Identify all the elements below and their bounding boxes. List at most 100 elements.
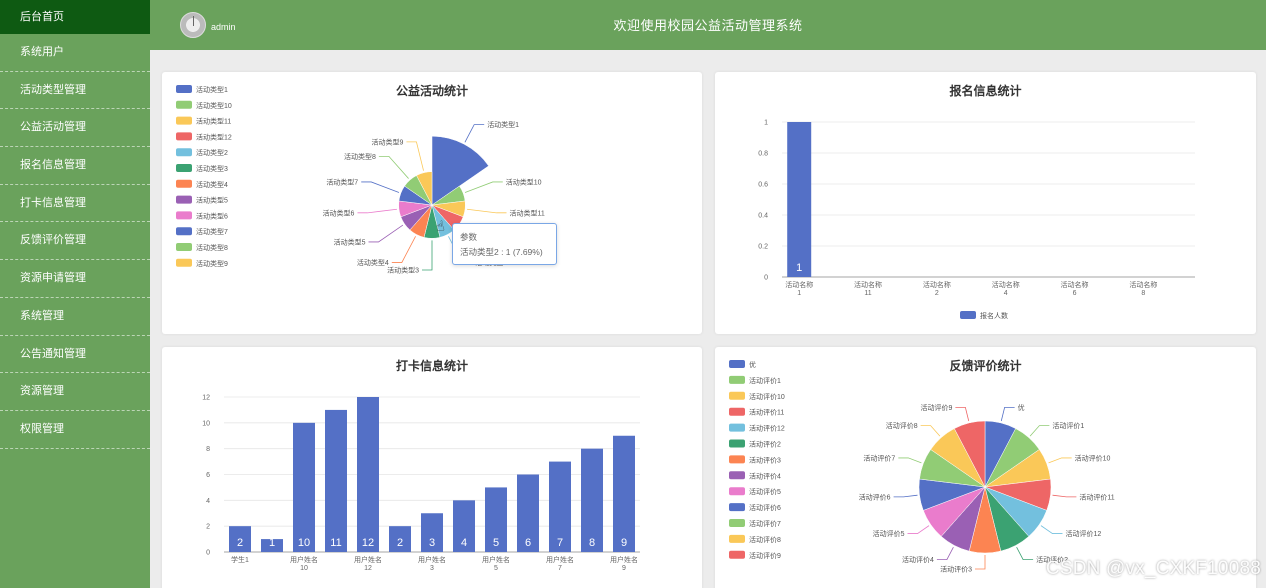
sidebar-item-5[interactable]: 打卡信息管理 <box>0 185 150 223</box>
signup-bar-label: 0 <box>865 262 871 274</box>
sidebar-item-9[interactable]: 公告通知管理 <box>0 336 150 374</box>
checkin-bar <box>581 448 603 552</box>
feedback-label-line <box>907 525 930 534</box>
feedback-pie-chart: 反馈评价统计优活动评价1活动评价10活动评价11活动评价12活动评价2活动评价3… <box>729 358 1115 574</box>
feedback-legend-label: 活动评价3 <box>749 455 781 464</box>
feedback-slice-label: 活动评价5 <box>873 529 905 538</box>
activity-slice-label: 活动类型1 <box>487 120 519 129</box>
sidebar-item-0[interactable]: 后台首页 <box>0 0 150 34</box>
chart-title: 反馈评价统计 <box>949 358 1021 373</box>
activity-legend-swatch <box>176 179 192 188</box>
feedback-label-line <box>1029 425 1050 437</box>
signup-legend-swatch <box>960 311 976 319</box>
signup-bar-label: 0 <box>968 262 974 274</box>
activity-legend-swatch <box>176 116 192 125</box>
activity-label-line <box>464 124 485 143</box>
sidebar-item-4[interactable]: 报名信息管理 <box>0 147 150 185</box>
activity-slice <box>431 135 489 206</box>
feedback-label-line <box>893 494 918 498</box>
signup-xtick: 活动名称 <box>992 280 1020 289</box>
feedback-slice-label: 活动评价2 <box>1036 555 1068 564</box>
sidebar-item-6[interactable]: 反馈评价管理 <box>0 222 150 261</box>
sidebar: 后台首页 系统用户 活动类型管理 公益活动管理 报名信息管理 打卡信息管理 反馈评价管理 资源… <box>0 0 150 588</box>
activity-label-line <box>368 224 404 243</box>
activity-slice-label: 活动类型9 <box>372 137 404 146</box>
activity-legend-label: 活动类型2 <box>196 148 228 157</box>
feedback-slice-label: 优 <box>1018 403 1025 412</box>
username[interactable]: admin <box>211 22 236 32</box>
feedback-legend-swatch <box>729 439 745 448</box>
activity-legend-swatch <box>176 195 192 204</box>
activity-slice-label: 活动类型4 <box>357 258 389 267</box>
activity-label-line <box>422 240 433 271</box>
feedback-slice-label: 活动评价8 <box>886 421 918 430</box>
top-header: admin 欢迎使用校园公益活动管理系统 <box>150 0 1266 50</box>
signup-bar-label: 0 <box>1175 262 1181 274</box>
activity-slice-label: 活动类型5 <box>334 237 366 246</box>
feedback-legend-label: 活动评价1 <box>749 376 781 385</box>
avatar[interactable] <box>180 12 206 38</box>
checkin-xtick: 7 <box>558 565 562 572</box>
feedback-legend-swatch <box>729 519 745 527</box>
sidebar-item-3[interactable]: 公益活动管理 <box>0 109 150 148</box>
sidebar-item-11[interactable]: 权限管理 <box>0 411 150 449</box>
signup-ytick: 0.2 <box>758 244 768 251</box>
signup-bar <box>787 122 812 277</box>
checkin-bar-label: 6 <box>525 537 531 549</box>
activity-legend-label: 活动类型3 <box>196 164 228 173</box>
feedback-label-line <box>920 425 941 437</box>
tooltip-text: 活动类型2 : 1 (7.69%) <box>460 247 543 257</box>
sidebar-item-2[interactable]: 活动类型管理 <box>0 72 150 110</box>
sidebar-item-7[interactable]: 资源申请管理 <box>0 260 150 298</box>
feedback-legend-swatch <box>729 423 745 432</box>
signup-legend-label: 报名人数 <box>980 311 1008 320</box>
checkin-ytick: 8 <box>206 446 210 453</box>
signup-ytick: 0.4 <box>758 213 768 220</box>
feedback-legend-swatch <box>729 391 745 400</box>
feedback-slice-label: 活动评价10 <box>1075 453 1111 462</box>
feedback-legend-label: 活动评价5 <box>749 487 781 496</box>
checkin-bar <box>229 526 251 552</box>
chart-tooltip: 参数 活动类型2 : 1 (7.69%) <box>452 223 557 265</box>
activity-slice-label: 活动类型10 <box>506 177 542 186</box>
checkin-bar-label: 2 <box>397 537 403 549</box>
feedback-legend-swatch <box>729 407 745 416</box>
feedback-slice-label: 活动评价7 <box>863 453 895 462</box>
signup-ytick: 1 <box>764 120 768 127</box>
feedback-slice-label: 活动评价1 <box>1052 421 1084 430</box>
sidebar-item-8[interactable]: 系统管理 <box>0 298 150 336</box>
sidebar-item-1[interactable]: 系统用户 <box>0 34 150 72</box>
feedback-legend-swatch <box>729 455 745 464</box>
signup-xtick: 2 <box>935 290 939 297</box>
checkin-xtick: 用户姓名 <box>418 555 446 564</box>
feedback-label-line <box>955 406 970 422</box>
checkin-xtick: 用户姓名 <box>482 555 510 564</box>
feedback-legend-label: 活动评价10 <box>749 392 785 401</box>
dashboard-content: 公益活动统计 活动类型1 活动类型10 活动类型11 活动类型12 活动类型2 活动类型3 活… <box>150 50 1266 588</box>
feedback-legend-swatch <box>729 471 745 480</box>
checkin-bar-label: 7 <box>557 537 563 549</box>
checkin-xtick: 3 <box>430 565 434 572</box>
checkin-bar <box>421 513 443 552</box>
activity-legend-label: 活动类型4 <box>196 180 228 189</box>
checkin-ytick: 10 <box>202 420 210 427</box>
checkin-xtick: 用户姓名 <box>546 555 574 564</box>
feedback-slice-label: 活动评价3 <box>940 565 972 574</box>
checkin-bar-label: 3 <box>429 537 435 549</box>
checkin-bar-label: 11 <box>330 537 341 549</box>
signup-bar-label: 1 <box>796 262 802 274</box>
sidebar-item-10[interactable]: 资源管理 <box>0 373 150 411</box>
activity-pie-chart: 公益活动统计活动类型1活动类型10活动类型11活动类型12活动类型2活动类型3活… <box>176 83 545 275</box>
activity-legend-swatch <box>176 164 192 172</box>
feedback-legend-label: 活动评价11 <box>749 408 784 417</box>
feedback-stats-card: 反馈评价统计优活动评价1 活动评价10 活动评价11 活动评价12 活动评价2 活动评价3… <box>715 347 1256 588</box>
chart-title: 打卡信息统计 <box>396 358 468 373</box>
feedback-label-line <box>1052 494 1077 498</box>
signup-bar-label: 0 <box>899 262 905 274</box>
checkin-bar <box>517 474 539 552</box>
feedback-legend-label: 活动评价12 <box>749 424 785 433</box>
activity-legend-swatch <box>176 148 192 157</box>
activity-legend-swatch <box>176 243 192 251</box>
feedback-label-line <box>898 457 922 464</box>
activity-legend-swatch <box>176 258 192 267</box>
